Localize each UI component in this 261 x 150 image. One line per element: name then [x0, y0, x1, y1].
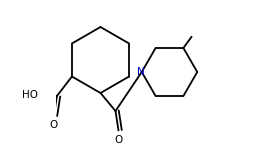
Text: N: N [137, 67, 145, 77]
Text: O: O [50, 120, 58, 130]
Text: O: O [114, 135, 123, 145]
Text: HO: HO [22, 90, 38, 99]
